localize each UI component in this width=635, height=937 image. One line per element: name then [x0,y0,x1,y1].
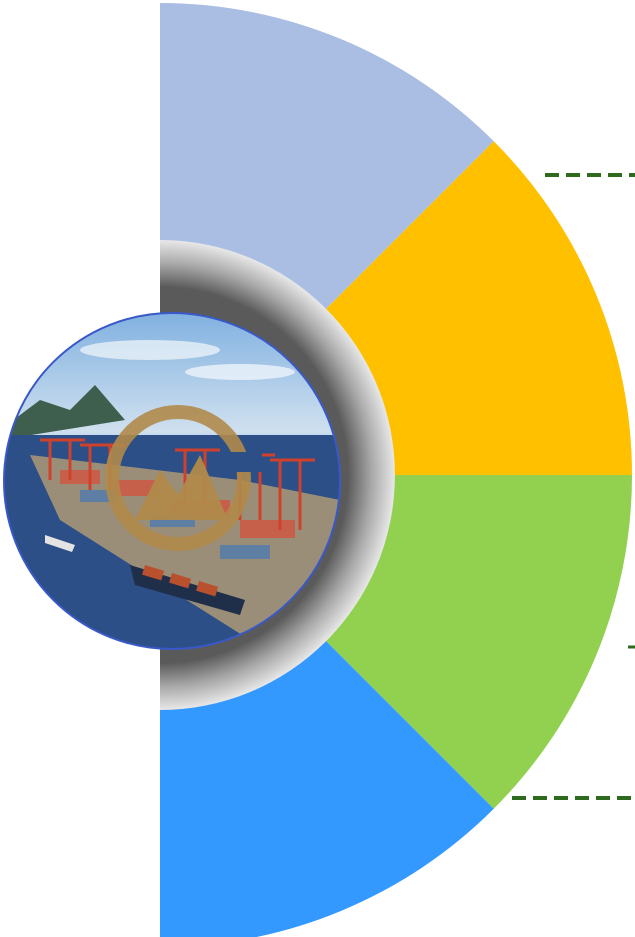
connector-lines [512,173,635,800]
company-logo-icon [105,405,262,551]
mountain-icon [4,385,125,440]
inner-ring [160,240,395,710]
center-photo [3,312,341,650]
